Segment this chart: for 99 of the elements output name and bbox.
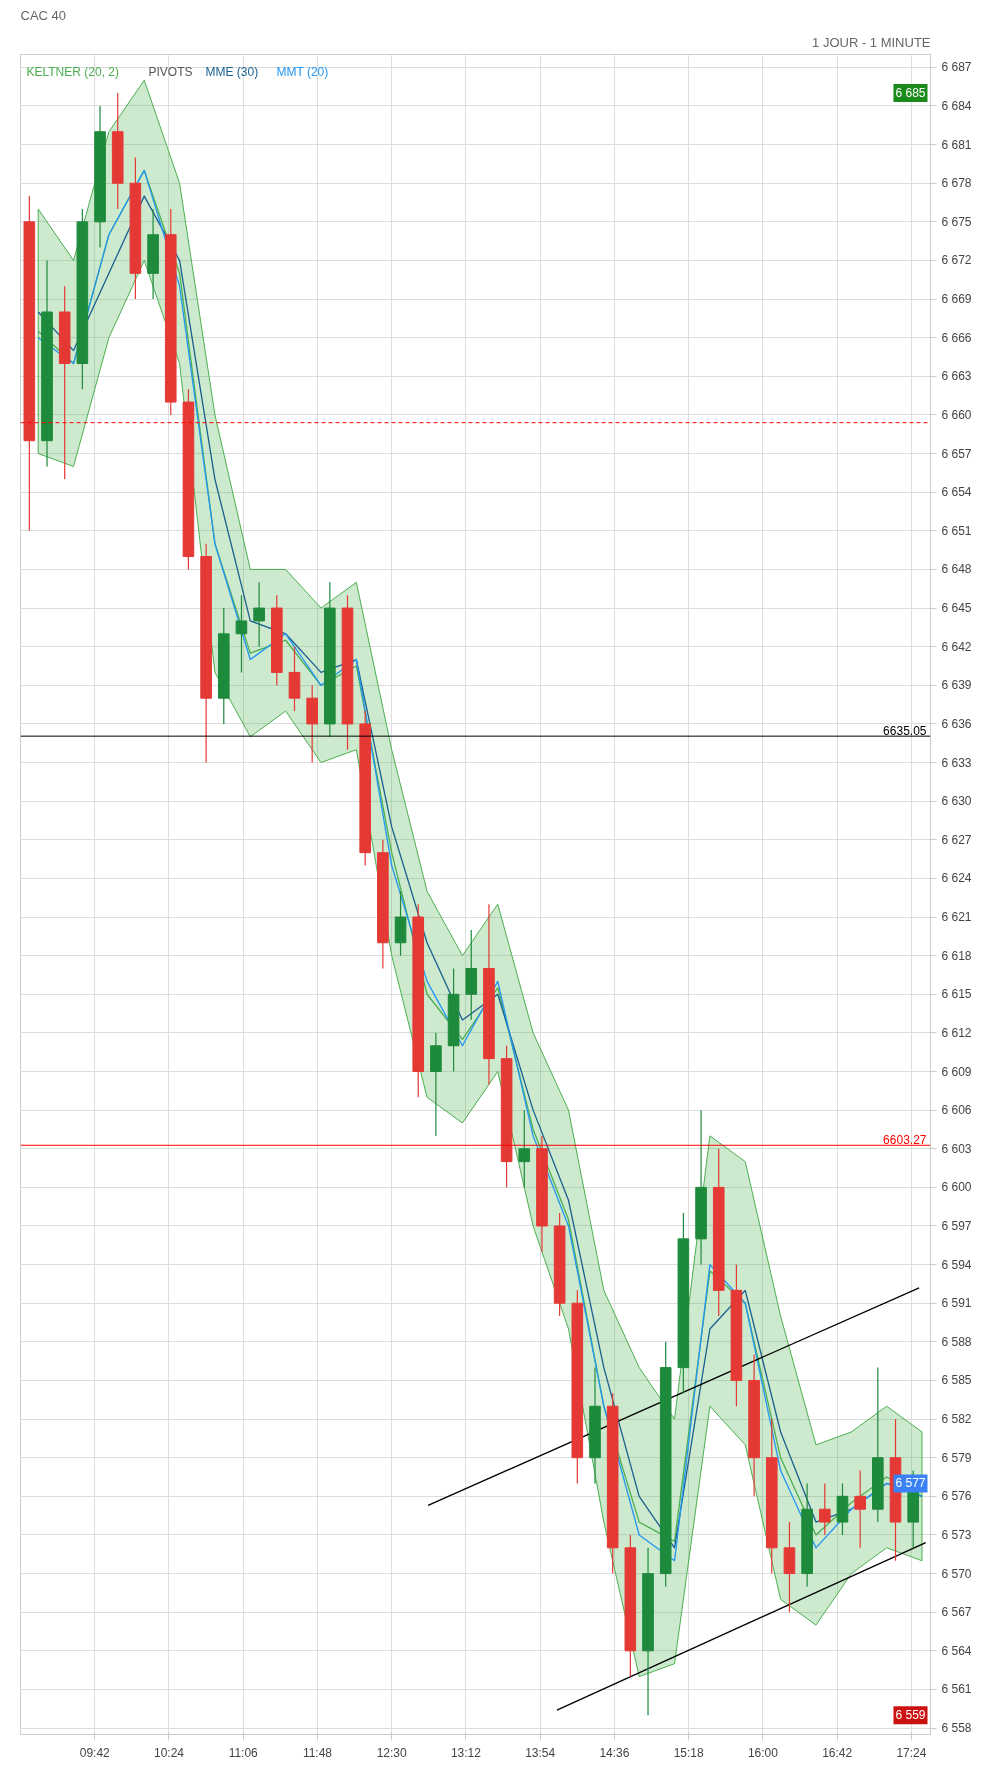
y-tick-label: 6 648 <box>941 562 972 577</box>
candlestick <box>394 890 407 957</box>
candlestick <box>58 285 71 480</box>
candlestick <box>677 1212 690 1394</box>
y-tick-label: 6 645 <box>941 601 972 616</box>
y-tick-label: 6 675 <box>941 214 972 229</box>
x-tick-label: 09:42 <box>79 1745 111 1760</box>
candlestick <box>217 607 230 725</box>
text: MMT (20) <box>276 64 329 79</box>
candlestick <box>412 903 425 1098</box>
y-tick-label: 6 678 <box>941 176 972 191</box>
y-tick-label: 6 567 <box>941 1605 972 1620</box>
candlestick <box>624 1534 637 1678</box>
candlestick <box>765 1418 778 1575</box>
annotation: 6 577 <box>895 1476 926 1491</box>
y-tick-label: 6 594 <box>941 1257 972 1272</box>
y-tick-label: 6 606 <box>941 1103 972 1118</box>
y-tick-label: 6 564 <box>941 1643 972 1658</box>
y-tick-label: 6 579 <box>941 1450 972 1465</box>
annotation: 6 685 <box>895 86 926 101</box>
ref-line-label: 6635.05 <box>883 724 927 739</box>
y-tick-label: 6 654 <box>941 485 972 500</box>
y-tick-label: 6 561 <box>941 1682 972 1697</box>
candlestick <box>253 581 265 648</box>
x-tick-label: 12:30 <box>376 1745 408 1760</box>
candlestick <box>306 684 318 764</box>
candlestick <box>324 581 336 738</box>
annotation: 6 559 <box>895 1708 926 1723</box>
candlestick <box>872 1367 884 1523</box>
x-tick-label: 13:12 <box>450 1745 482 1760</box>
y-tick-label: 6 636 <box>941 716 972 731</box>
y-tick-label: 6 687 <box>941 60 972 75</box>
y-tick-label: 6 624 <box>941 871 972 886</box>
candlestick <box>783 1521 796 1613</box>
chart-subtitle: 1 JOUR - 1 MINUTE <box>812 34 931 50</box>
x-tick-label: 10:24 <box>153 1745 185 1760</box>
candlestick <box>447 967 460 1073</box>
y-tick-label: 6 639 <box>941 678 972 693</box>
candlestick <box>129 156 142 300</box>
candlestick <box>23 195 36 532</box>
y-tick-label: 6 681 <box>941 137 972 152</box>
y-tick-label: 6 684 <box>941 98 972 113</box>
y-tick-label: 6 657 <box>941 446 972 461</box>
x-tick-label: 11:48 <box>302 1745 333 1760</box>
y-tick-label: 6 591 <box>941 1296 972 1311</box>
candlestick <box>164 208 177 416</box>
candlestick <box>553 1212 566 1317</box>
y-tick-label: 6 573 <box>941 1527 972 1542</box>
y-tick-label: 6 570 <box>941 1566 972 1581</box>
y-tick-label: 6 618 <box>941 948 972 963</box>
y-tick-label: 6 630 <box>941 794 972 809</box>
ref-line-label: 6603.27 <box>883 1133 927 1148</box>
candlestick <box>500 1045 513 1188</box>
candlestick <box>111 92 124 210</box>
candlestick <box>854 1469 866 1549</box>
candlestick <box>712 1148 725 1317</box>
y-tick-label: 6 633 <box>941 755 972 770</box>
x-tick-label: 16:00 <box>747 1745 779 1760</box>
y-tick-label: 6 615 <box>941 987 972 1002</box>
candlestick <box>659 1341 672 1588</box>
y-tick-label: 6 600 <box>941 1180 972 1195</box>
text: KELTNER (20, 2) <box>26 64 119 79</box>
candlestick <box>730 1264 743 1407</box>
candlestick <box>359 710 371 867</box>
candlestick <box>818 1482 831 1536</box>
y-tick-label: 6 642 <box>941 639 972 654</box>
candlestick <box>465 929 478 1021</box>
y-tick-label: 6 612 <box>941 1025 972 1040</box>
x-tick-label: 11:06 <box>228 1745 259 1760</box>
y-tick-label: 6 663 <box>941 369 972 384</box>
y-tick-label: 6 597 <box>941 1218 972 1233</box>
y-tick-label: 6 666 <box>941 330 972 345</box>
y-tick-label: 6 621 <box>941 910 972 925</box>
candlestick <box>606 1392 619 1575</box>
y-tick-label: 6 558 <box>941 1721 972 1736</box>
x-tick-label: 14:36 <box>599 1745 630 1760</box>
x-tick-label: 16:42 <box>822 1745 853 1760</box>
y-tick-label: 6 651 <box>941 523 972 538</box>
text: MME (30) <box>205 64 259 79</box>
y-tick-label: 6 576 <box>941 1489 972 1504</box>
annotation: PIVOTS <box>148 64 193 79</box>
y-tick-label: 6 672 <box>941 253 972 268</box>
y-tick-label: 6 585 <box>941 1373 972 1388</box>
y-tick-label: 6 588 <box>941 1334 972 1349</box>
y-tick-label: 6 603 <box>941 1141 972 1156</box>
candlestick <box>182 388 195 571</box>
candlestick <box>271 594 283 686</box>
y-tick-label: 6 669 <box>941 292 972 307</box>
candlestick <box>518 1109 531 1188</box>
y-tick-label: 6 582 <box>941 1412 972 1427</box>
y-tick-label: 6 627 <box>941 832 972 847</box>
y-tick-label: 6 660 <box>941 407 972 422</box>
x-tick-label: 15:18 <box>673 1745 705 1760</box>
candlestick <box>571 1289 584 1485</box>
x-tick-label: 17:24 <box>896 1745 927 1760</box>
candlestick <box>76 208 89 390</box>
x-tick-label: 13:54 <box>525 1745 556 1760</box>
chart-title: CAC 40 <box>20 7 67 23</box>
y-tick-label: 6 609 <box>941 1064 972 1079</box>
